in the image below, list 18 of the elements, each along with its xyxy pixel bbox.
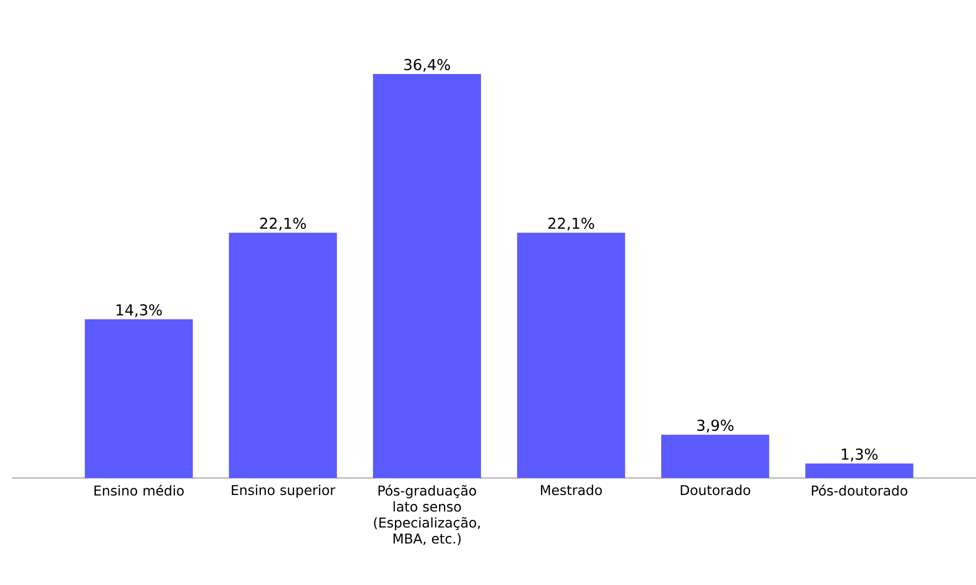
data-label: 36,4% xyxy=(404,58,450,72)
bar xyxy=(84,319,193,478)
x-tick-label: Pós-graduação lato senso (Especialização, MBA, etc.) xyxy=(374,484,480,546)
bar xyxy=(373,74,482,478)
x-tick-label: Ensino médio xyxy=(94,484,184,496)
data-label: 22,1% xyxy=(548,218,594,230)
x-tick-label: Mestrado xyxy=(540,484,602,496)
bar xyxy=(661,434,770,478)
data-label: 22,1% xyxy=(260,218,306,230)
bar xyxy=(517,232,626,478)
data-label: 3,9% xyxy=(697,420,734,432)
x-tick-label: Pós-doutorado xyxy=(812,484,908,496)
x-tick-label: Ensino superior xyxy=(232,484,336,498)
bar xyxy=(228,232,337,478)
data-label: 1,3% xyxy=(842,448,878,462)
bar xyxy=(805,464,914,478)
x-tick-label: Doutorado xyxy=(680,484,750,496)
data-label: 14,3% xyxy=(116,304,162,318)
